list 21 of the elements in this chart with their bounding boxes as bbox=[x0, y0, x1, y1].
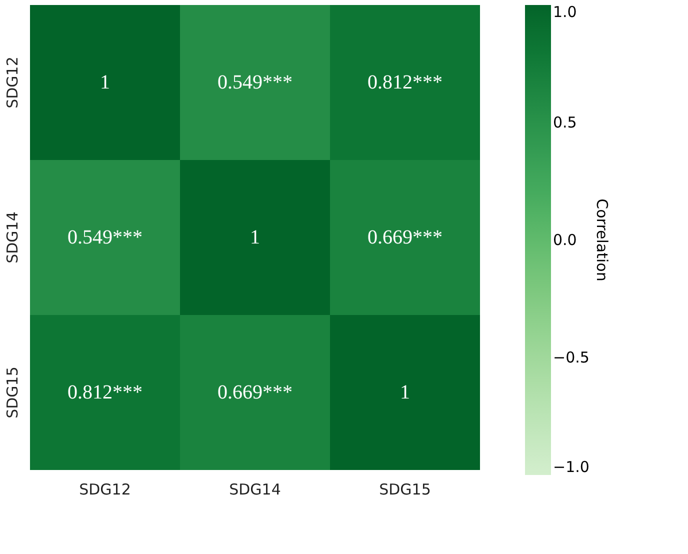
data-label: 0.812*** bbox=[68, 382, 142, 404]
color-bar-label: −0.5 bbox=[553, 348, 590, 366]
color-bar-label: −1.0 bbox=[553, 458, 590, 476]
y-tick-label: SDG12 bbox=[4, 56, 22, 108]
x-tick-label: SDG12 bbox=[79, 480, 131, 498]
data-label: 0.669*** bbox=[368, 226, 442, 248]
data-label: 0.549*** bbox=[218, 72, 292, 94]
y-tick-label: SDG14 bbox=[4, 212, 22, 264]
data-label: 0.812*** bbox=[368, 72, 442, 94]
data-label: 0.549*** bbox=[68, 226, 142, 248]
x-tick-label: SDG15 bbox=[379, 480, 431, 498]
color-bar-title: Correlation bbox=[593, 198, 611, 282]
color-bar-label: 0.5 bbox=[553, 114, 577, 132]
data-label: 0.669*** bbox=[218, 382, 292, 404]
color-bar-label: 0.0 bbox=[553, 231, 577, 249]
data-label: 1 bbox=[250, 226, 260, 248]
data-label: 1 bbox=[100, 72, 110, 94]
x-tick-label: SDG14 bbox=[229, 480, 281, 498]
y-tick-label: SDG15 bbox=[4, 366, 22, 418]
color-bar-label: 1.0 bbox=[553, 3, 577, 21]
data-label: 1 bbox=[400, 382, 410, 404]
